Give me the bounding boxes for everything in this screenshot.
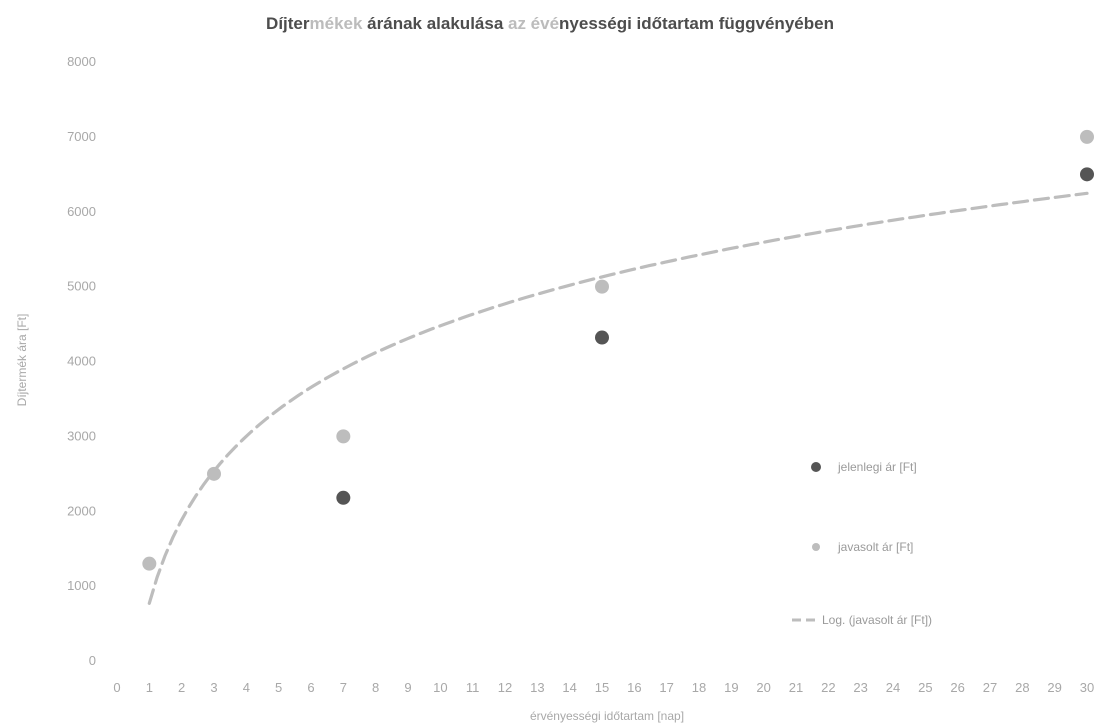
chart-title: Díjtermékek árának alakulása az évényess… [0,14,1100,34]
title-segment: mékek [309,14,363,33]
x-tick-label: 4 [243,680,250,695]
data-point [595,330,609,345]
title-segment: nyességi időtartam függvényében [559,14,834,33]
x-axis-ticks: 0 1 2 3 4 5 6 7 8 9 10 11 12 13 14 15 16 17 18 19 20 21 22 23 24… [113,680,1094,695]
x-tick-label: 1 [146,680,153,695]
points-layer [142,129,1094,571]
data-point [142,556,157,571]
y-tick-label: 2000 [67,503,96,518]
x-tick-label: 9 [404,680,411,695]
x-tick-label: 19 [724,680,738,695]
x-tick-label: 0 [113,680,120,695]
y-tick-label: 1000 [67,578,96,593]
x-tick-label: 24 [886,680,900,695]
x-tick-label: 13 [530,680,544,695]
y-tick-label: 3000 [67,428,96,443]
y-tick-label: 6000 [67,204,96,219]
trendline-layer [147,191,1089,605]
x-tick-label: 21 [789,680,803,695]
x-tick-label: 6 [307,680,314,695]
x-tick-label: 26 [950,680,964,695]
x-tick-label: 17 [659,680,673,695]
title-segment: az évé [508,14,560,33]
x-tick-label: 30 [1080,680,1094,695]
x-tick-label: 3 [210,680,217,695]
trendline-log [147,191,1089,605]
y-axis-label: Díjtermék ára [Ft] [15,314,29,407]
data-point [595,279,609,294]
y-tick-label: 7000 [67,129,96,144]
x-tick-label: 10 [433,680,447,695]
x-tick-label: 12 [498,680,512,695]
x-tick-label: 5 [275,680,282,695]
legend-label: javasolt ár [Ft] [837,540,913,554]
x-axis-label: érvényességi időtartam [nap] [530,709,684,723]
x-tick-label: 8 [372,680,379,695]
legend: jelenlegi ár [Ft] javasolt ár [Ft] Log. (j… [792,460,932,627]
x-tick-label: 2 [178,680,185,695]
x-tick-label: 15 [595,680,609,695]
x-tick-label: 29 [1047,680,1061,695]
y-tick-label: 4000 [67,354,96,369]
x-tick-label: 16 [627,680,641,695]
data-point [1080,129,1094,144]
x-tick-label: 23 [853,680,867,695]
x-tick-label: 25 [918,680,932,695]
x-tick-label: 11 [466,680,480,695]
y-tick-label: 8000 [67,54,96,69]
title-segment: Díjter [266,14,310,33]
y-axis-ticks: 0 1000 2000 3000 4000 5000 6000 7000 8000 [67,54,96,668]
legend-label: Log. (javasolt ár [Ft]) [822,613,932,627]
title-segment: árának alakulása [362,14,508,33]
x-tick-label: 20 [756,680,770,695]
legend-marker [812,543,820,551]
data-point [207,466,221,481]
data-point [336,429,351,444]
x-tick-label: 18 [692,680,706,695]
x-tick-label: 22 [821,680,835,695]
y-tick-label: 0 [89,653,96,668]
x-tick-label: 27 [983,680,997,695]
y-tick-label: 5000 [67,279,96,294]
legend-marker [811,462,821,472]
data-point [1080,167,1094,182]
x-tick-label: 28 [1015,680,1029,695]
data-point [336,490,351,505]
legend-label: jelenlegi ár [Ft] [837,460,917,474]
x-tick-label: 7 [340,680,347,695]
x-tick-label: 14 [562,680,576,695]
